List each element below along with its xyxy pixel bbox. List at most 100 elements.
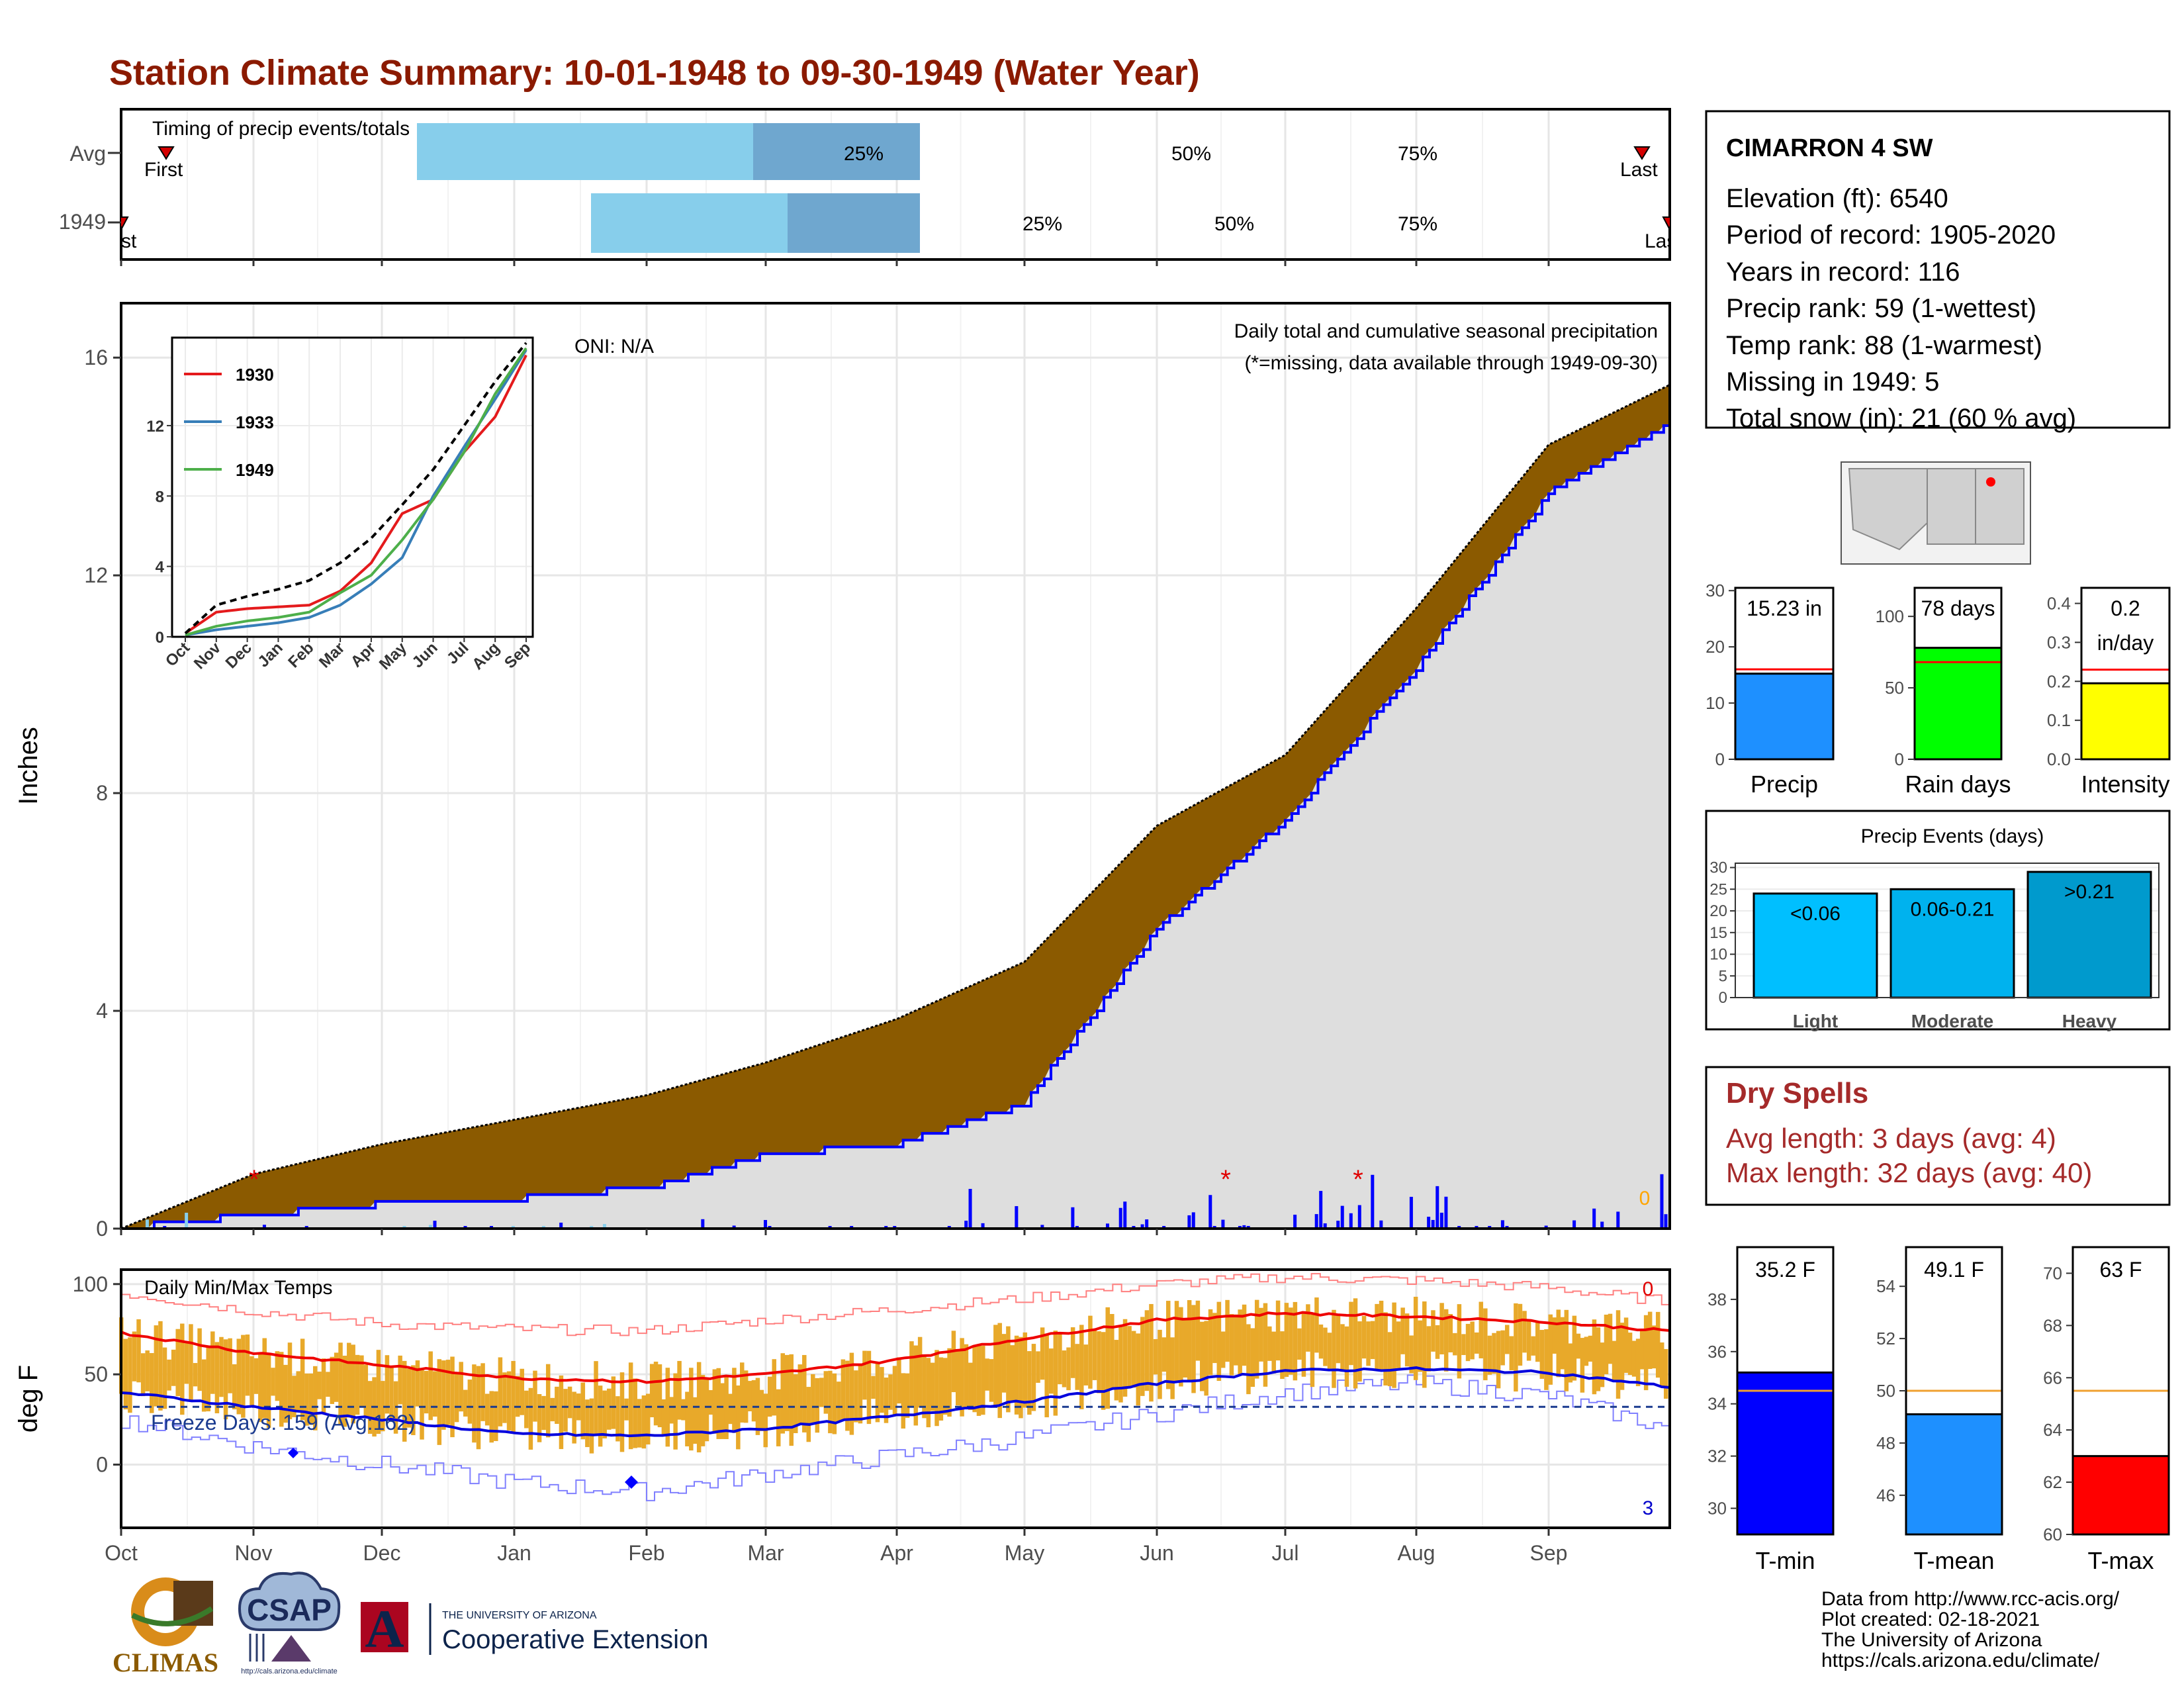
missing-count: 0: [1639, 1188, 1651, 1209]
daily-temp-range-bar: [180, 1323, 185, 1415]
daily-temp-range-bar: [947, 1348, 952, 1417]
daily-temp-range-bar: [171, 1349, 176, 1386]
daily-temp-range-bar: [628, 1362, 633, 1450]
first-marker-1949: [121, 216, 129, 230]
daily-temp-range-bar: [751, 1380, 756, 1422]
daily-temp-range-bar: [624, 1398, 629, 1421]
daily-temp-range-bar: [1187, 1300, 1192, 1380]
tmax-bar: [2071, 1455, 2170, 1536]
daily-precip-bar: [732, 1225, 736, 1229]
daily-temp-range-bar: [317, 1372, 322, 1399]
csap-url-text: http://cals.arizona.edu/climate: [241, 1667, 338, 1675]
daily-temp-range-bar: [415, 1360, 420, 1407]
daily-temp-range-bar: [849, 1352, 854, 1435]
daily-temp-range-bar: [1105, 1307, 1110, 1409]
daily-precip-bar: [145, 1219, 149, 1229]
intensity-bar: [2080, 682, 2171, 761]
inset-series-line-1933: [185, 349, 527, 637]
precip-bar: [1734, 673, 1835, 761]
daily-temp-range-bar: [128, 1337, 132, 1413]
event-bar-light: [1752, 892, 1878, 999]
daily-temp-range-bar: [167, 1359, 171, 1391]
daily-temp-range-bar: [494, 1391, 498, 1441]
daily-temp-range-bar: [321, 1358, 326, 1413]
daily-temp-range-bar: [884, 1378, 889, 1423]
daily-temp-range-bar: [785, 1354, 790, 1431]
daily-precip-bar: [1040, 1225, 1044, 1229]
daily-temp-range-bar: [942, 1358, 948, 1415]
daily-temp-range-bar: [502, 1372, 507, 1423]
daily-temp-range-bar: [1314, 1297, 1319, 1353]
record-high-line: [121, 1273, 1670, 1336]
daily-temp-range-bar: [1439, 1303, 1444, 1355]
daily-temp-range-bar: [1293, 1301, 1298, 1381]
missing-marker: *: [1220, 1165, 1231, 1194]
daily-temp-range-bar: [406, 1368, 412, 1428]
daily-temp-range-bar: [611, 1376, 616, 1429]
daily-temp-range-bar: [1225, 1299, 1230, 1362]
daily-temp-range-bar: [1431, 1310, 1435, 1352]
daily-temp-range-bar: [1568, 1343, 1573, 1383]
daily-temp-range-bar: [1136, 1333, 1141, 1406]
events-ytick-label: 0: [1719, 989, 1727, 1007]
tmean-category-label: T-mean: [1913, 1547, 1994, 1574]
daily-temp-range-bar: [1310, 1314, 1315, 1387]
month-label: Mar: [747, 1541, 784, 1565]
daily-temp-range-bar: [1600, 1342, 1605, 1387]
daily-temp-range-bar: [1101, 1332, 1106, 1410]
daily-temp-range-bar: [1448, 1314, 1453, 1352]
daily-temp-range-bar: [637, 1399, 642, 1448]
tmax-ytick-label: 66: [2043, 1368, 2062, 1387]
station-elevation: Elevation (ft): 6540: [1726, 184, 1948, 213]
1949-p25: 25%: [1023, 213, 1062, 235]
station-period: Period of record: 1905-2020: [1726, 220, 2056, 250]
daily-temp-range-bar: [1058, 1332, 1062, 1385]
inset-month-label: Jun: [409, 639, 441, 671]
daily-temp-range-bar: [1158, 1329, 1162, 1399]
footer-university: The University of Arizona: [1821, 1629, 2042, 1651]
daily-temp-range-bar: [1461, 1334, 1466, 1356]
daily-temp-range-bar: [158, 1321, 163, 1411]
daily-temp-range-bar: [633, 1378, 637, 1448]
intensity-ytick-label: 0.3: [2047, 632, 2071, 652]
footer-data-source: Data from http://www.rcc-acis.org/: [1821, 1588, 2120, 1610]
daily-temp-range-bar: [1149, 1303, 1154, 1402]
events-ytick-label: 30: [1709, 859, 1727, 877]
intensity-category-label: Intensity: [2081, 771, 2169, 798]
daily-temp-range-bar: [1070, 1327, 1075, 1378]
daily-temp-range-bar: [823, 1371, 829, 1414]
daily-temp-range-bar: [1483, 1308, 1488, 1381]
events-ytick-label: 25: [1709, 880, 1727, 898]
inset-series-line-1949: [185, 347, 527, 637]
daily-temp-range-bar: [363, 1364, 369, 1418]
precip-ytick-label: 4: [96, 999, 108, 1023]
daily-temp-range-bar: [1088, 1315, 1093, 1389]
inset-month-label: Aug: [469, 639, 503, 673]
daily-temp-range-bar: [776, 1389, 781, 1446]
daily-precip-bar: [1431, 1219, 1435, 1229]
daily-temp-range-bar: [528, 1387, 533, 1450]
daily-temp-range-bar: [355, 1354, 360, 1415]
daily-temp-range-bar: [550, 1397, 555, 1422]
inset-series-line-1930: [184, 354, 527, 635]
daily-temp-range-bar: [649, 1364, 655, 1418]
daily-precip-bar: [1660, 1174, 1664, 1229]
inset-ytick-label: 8: [156, 488, 164, 506]
intensity-bar-chart: 0.0 0.1 0.2 0.3 0.4 0.2 in/day Intensity: [2047, 586, 2171, 798]
daily-temp-range-bar: [1216, 1301, 1222, 1382]
daily-precip-bar: [1340, 1205, 1344, 1229]
daily-temp-range-bar: [420, 1370, 424, 1440]
tmin-ytick-label: 38: [1707, 1289, 1727, 1309]
daily-temp-range-bar: [1075, 1344, 1079, 1390]
daily-temp-range-bar: [1663, 1348, 1668, 1399]
daily-temp-range-bar: [960, 1338, 964, 1417]
daily-temp-range-bar: [154, 1325, 159, 1407]
daily-temp-range-bar: [1327, 1333, 1332, 1369]
daily-temp-range-bar: [724, 1377, 729, 1439]
daily-temp-range-bar: [1615, 1310, 1621, 1399]
event-bar-label: >0.21: [2064, 881, 2115, 903]
daily-temp-range-bar: [515, 1376, 520, 1417]
daily-temp-range-bar: [657, 1364, 662, 1428]
daily-temp-range-bar: [1344, 1326, 1349, 1387]
daily-precip-bar: [1191, 1212, 1195, 1229]
